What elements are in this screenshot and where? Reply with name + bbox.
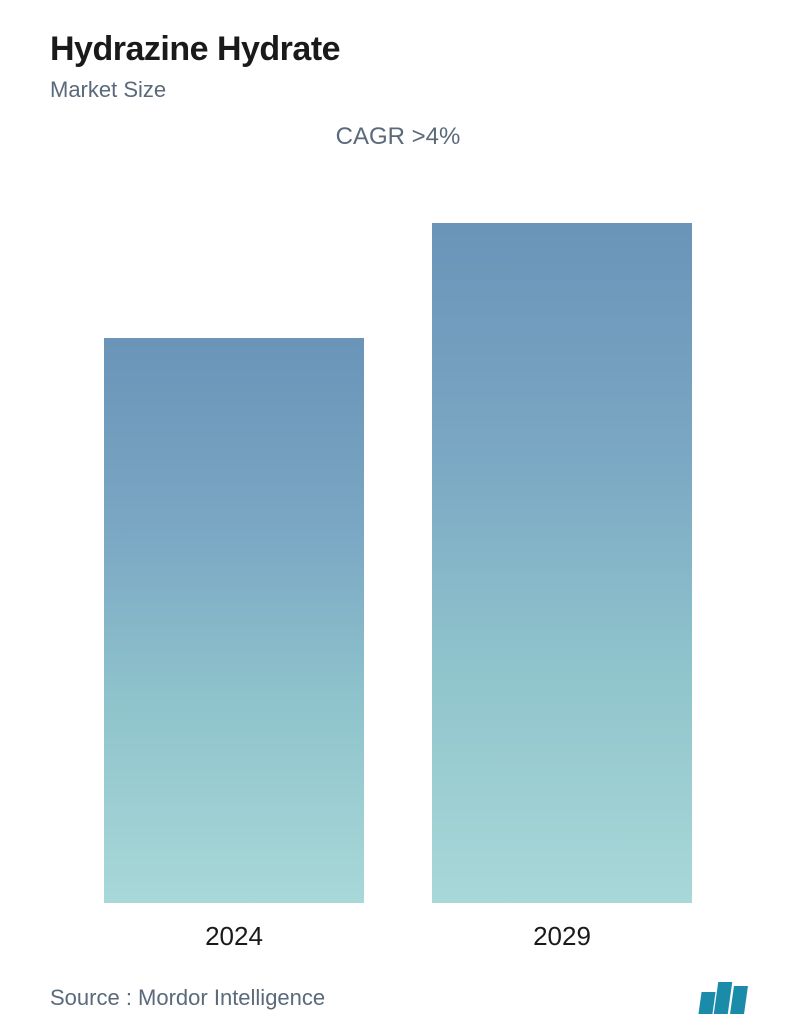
logo-bar-2	[714, 982, 732, 1014]
cagr-label: CAGR >4%	[50, 123, 746, 151]
mordor-logo-icon	[700, 982, 746, 1014]
chart-area: 2024 2029	[50, 181, 746, 952]
chart-container: Hydrazine Hydrate Market Size CAGR >4% 2…	[0, 0, 796, 1034]
logo-bar-3	[730, 986, 748, 1014]
chart-subtitle: Market Size	[50, 77, 746, 103]
source-text: Source : Mordor Intelligence	[50, 985, 325, 1011]
bar-2024	[104, 338, 364, 903]
bar-group-2029: 2029	[432, 223, 692, 952]
bar-label-2029: 2029	[533, 921, 591, 952]
chart-title: Hydrazine Hydrate	[50, 30, 746, 69]
footer: Source : Mordor Intelligence	[50, 967, 746, 1014]
logo-bar-1	[698, 992, 715, 1014]
bar-label-2024: 2024	[205, 921, 263, 952]
bar-2029	[432, 223, 692, 903]
bar-group-2024: 2024	[104, 338, 364, 952]
